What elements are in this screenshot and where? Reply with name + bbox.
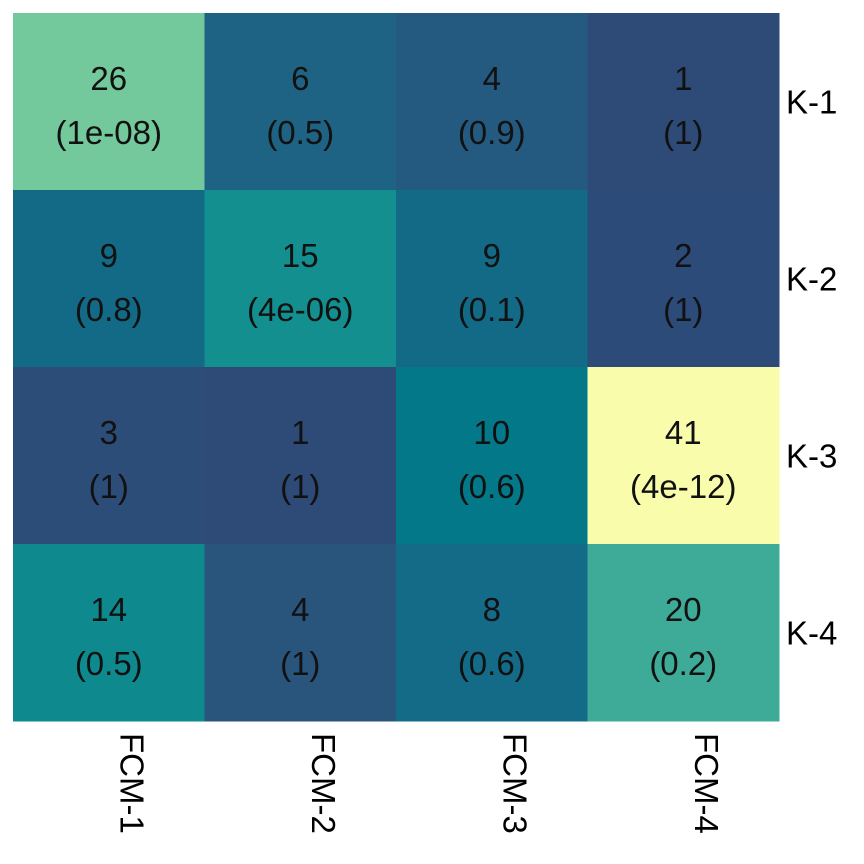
cell-pvalue-label: (0.5) bbox=[266, 114, 334, 151]
cell-count-label: 15 bbox=[282, 237, 319, 274]
heatmap-cell-rect bbox=[587, 190, 780, 368]
cell-count-label: 14 bbox=[90, 591, 127, 628]
heatmap-cell-rect bbox=[13, 367, 205, 545]
heatmap-cell-rect bbox=[204, 190, 397, 368]
cell-pvalue-label: (1) bbox=[280, 645, 320, 682]
cell-pvalue-label: (4e-06) bbox=[247, 291, 353, 328]
cell-count-label: 4 bbox=[483, 60, 501, 97]
column-labels: FCM-1 FCM-2 FCM-3 FCM-4 bbox=[113, 733, 725, 834]
cell-count-label: 26 bbox=[90, 60, 127, 97]
heatmap-cell: 14 (0.5) bbox=[13, 544, 205, 722]
cell-pvalue-label: (0.9) bbox=[458, 114, 526, 151]
cell-count-label: 1 bbox=[291, 414, 309, 451]
heatmap-cell: 1(1) bbox=[204, 367, 397, 545]
cell-count-label: 41 bbox=[665, 414, 702, 451]
column-label: FCM-3 bbox=[496, 733, 533, 834]
heatmap-cell-rect bbox=[13, 13, 205, 191]
cell-pvalue-label: (1) bbox=[89, 468, 129, 505]
heatmap-cell-rect bbox=[13, 544, 205, 722]
cell-count-label: 4 bbox=[291, 591, 309, 628]
cell-pvalue-label: (4e-12) bbox=[630, 468, 736, 505]
heatmap-cell-rect bbox=[587, 367, 780, 545]
heatmap-cell: 3(1) bbox=[13, 367, 205, 545]
cell-count-label: 2 bbox=[674, 237, 692, 274]
heatmap-cells: 26(1e-08)6(0.5)4(0.9)1(1)9(0.8)15(4e-06)… bbox=[13, 13, 780, 722]
heatmap-cell: 9 (0.8) bbox=[13, 190, 205, 368]
heatmap-cell: 15 (4e-06) bbox=[204, 190, 397, 368]
row-label: K-2 bbox=[786, 261, 837, 298]
heatmap-cell: 6 (0.5) bbox=[204, 13, 397, 191]
cell-count-label: 9 bbox=[100, 237, 118, 274]
heatmap-cell-rect bbox=[396, 544, 588, 722]
heatmap-cell: 4 (0.9) bbox=[396, 13, 588, 191]
heatmap-cell: 9 (0.1) bbox=[396, 190, 588, 368]
cell-pvalue-label: (0.1) bbox=[458, 291, 526, 328]
cell-count-label: 3 bbox=[100, 414, 118, 451]
cell-pvalue-label: (1) bbox=[663, 291, 703, 328]
row-label: K-1 bbox=[786, 84, 837, 121]
heatmap-cell-rect bbox=[587, 544, 780, 722]
cell-pvalue-label: (0.5) bbox=[75, 645, 143, 682]
heatmap-cell-rect bbox=[396, 367, 588, 545]
row-labels: K-1 K-2 K-3 K-4 bbox=[786, 84, 837, 652]
heatmap-cell: 26 (1e-08) bbox=[13, 13, 205, 191]
column-label: FCM-1 bbox=[113, 733, 150, 834]
heatmap-cell-rect bbox=[396, 13, 588, 191]
heatmap-cell-rect bbox=[204, 367, 397, 545]
cell-pvalue-label: (1) bbox=[280, 468, 320, 505]
heatmap-cell: 1(1) bbox=[587, 13, 780, 191]
cell-count-label: 20 bbox=[665, 591, 702, 628]
cell-pvalue-label: (0.6) bbox=[458, 468, 526, 505]
column-label: FCM-4 bbox=[688, 733, 725, 834]
heatmap-cell-rect bbox=[587, 13, 780, 191]
heatmap-cell-rect bbox=[204, 544, 397, 722]
row-label: K-4 bbox=[786, 615, 837, 652]
cell-pvalue-label: (1e-08) bbox=[56, 114, 162, 151]
cell-count-label: 9 bbox=[483, 237, 501, 274]
cell-count-label: 6 bbox=[291, 60, 309, 97]
cell-count-label: 8 bbox=[483, 591, 501, 628]
heatmap-cell: 20 (0.2) bbox=[587, 544, 780, 722]
cell-pvalue-label: (0.8) bbox=[75, 291, 143, 328]
heatmap-cell: 10 (0.6) bbox=[396, 367, 588, 545]
heatmap-cell-rect bbox=[13, 190, 205, 368]
heatmap-cell-rect bbox=[204, 13, 397, 191]
heatmap-cell: 4(1) bbox=[204, 544, 397, 722]
heatmap-cell: 41 (4e-12) bbox=[587, 367, 780, 545]
cell-count-label: 10 bbox=[473, 414, 510, 451]
cell-count-label: 1 bbox=[674, 60, 692, 97]
cell-pvalue-label: (0.6) bbox=[458, 645, 526, 682]
heatmap-cell-rect bbox=[396, 190, 588, 368]
heatmap-cell: 2(1) bbox=[587, 190, 780, 368]
heatmap-cell: 8 (0.6) bbox=[396, 544, 588, 722]
cell-pvalue-label: (0.2) bbox=[649, 645, 717, 682]
row-label: K-3 bbox=[786, 438, 837, 475]
cell-pvalue-label: (1) bbox=[663, 114, 703, 151]
column-label: FCM-2 bbox=[305, 733, 342, 834]
